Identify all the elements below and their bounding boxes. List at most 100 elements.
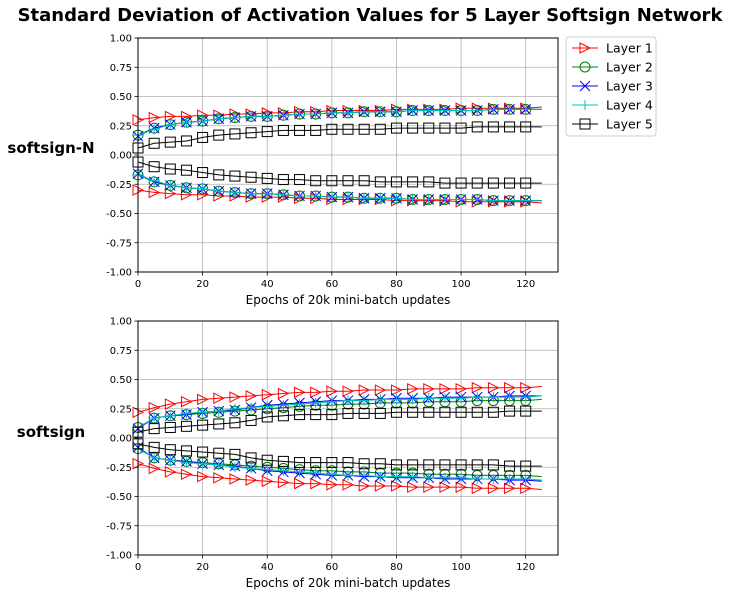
data-point <box>358 407 370 419</box>
data-point <box>213 406 224 417</box>
data-point <box>374 123 386 135</box>
data-point <box>277 387 290 400</box>
data-point <box>277 124 289 136</box>
data-point <box>164 444 176 456</box>
legend-marker <box>580 100 590 110</box>
data-point <box>326 457 338 469</box>
data-point <box>148 186 161 199</box>
data-point <box>504 405 516 417</box>
x-tick-label: 0 <box>135 279 141 290</box>
data-point <box>164 398 177 410</box>
data-point <box>164 163 176 175</box>
data-point <box>197 446 209 458</box>
data-point <box>277 455 289 467</box>
series-layer-4 <box>133 392 542 484</box>
series-line-upper <box>137 126 542 149</box>
data-point <box>310 477 322 490</box>
data-point <box>504 392 515 403</box>
data-point <box>310 409 322 421</box>
data-point <box>181 457 192 468</box>
series-line-lower <box>137 448 542 478</box>
data-point <box>326 192 337 203</box>
data-point <box>148 137 160 149</box>
data-point <box>390 176 402 188</box>
data-point <box>262 188 273 199</box>
data-point <box>488 104 499 115</box>
data-point <box>504 121 516 133</box>
data-point <box>278 110 289 121</box>
data-point <box>472 194 483 205</box>
x-tick-label: 20 <box>196 279 209 290</box>
data-point <box>423 472 434 483</box>
data-point <box>294 386 306 399</box>
data-point <box>326 123 338 135</box>
legend-item-layer-4: Layer 4 <box>572 98 653 113</box>
data-point <box>310 175 322 187</box>
data-point <box>165 180 176 191</box>
data-point <box>520 121 532 133</box>
data-point <box>504 177 516 189</box>
data-point <box>294 174 306 186</box>
data-point <box>375 193 386 204</box>
data-point <box>423 105 434 116</box>
data-point <box>261 172 273 184</box>
data-point <box>294 190 305 201</box>
data-point <box>245 474 258 486</box>
data-point <box>245 171 257 183</box>
data-point <box>180 445 192 457</box>
y-tick-label: -1.00 <box>106 551 132 562</box>
data-point <box>343 470 353 481</box>
data-point <box>262 401 273 412</box>
data-point <box>310 457 322 469</box>
data-point <box>181 182 192 193</box>
data-point <box>294 409 306 421</box>
x-tick-label: 40 <box>261 279 274 290</box>
data-point <box>277 174 289 186</box>
data-point <box>487 121 499 133</box>
data-point <box>148 401 161 414</box>
y-tick-label: 0.00 <box>110 434 132 445</box>
data-point <box>213 471 225 484</box>
data-point <box>197 131 209 143</box>
legend-marker <box>579 42 592 54</box>
row-label-bottom: softsign <box>17 423 85 441</box>
data-point <box>358 384 371 396</box>
y-tick-label: -1.00 <box>106 268 132 279</box>
data-point <box>390 459 402 471</box>
series-layer-5 <box>132 405 542 472</box>
data-point <box>374 407 386 419</box>
y-tick-label: 0.00 <box>110 151 132 162</box>
data-point <box>277 410 289 422</box>
data-point <box>294 477 306 490</box>
data-point <box>472 392 483 403</box>
data-point <box>358 175 370 187</box>
data-point <box>471 177 483 189</box>
data-point <box>180 468 193 481</box>
data-point <box>180 135 192 147</box>
data-point <box>407 194 418 205</box>
data-point <box>423 194 434 205</box>
data-point <box>423 393 434 404</box>
data-point <box>423 406 435 418</box>
data-point <box>471 482 484 495</box>
data-point <box>229 391 242 403</box>
data-point <box>504 195 515 206</box>
data-point <box>213 392 225 405</box>
data-point <box>472 473 483 484</box>
data-point <box>390 480 403 492</box>
data-point <box>294 109 305 120</box>
legend-label: Layer 3 <box>606 79 653 94</box>
data-point <box>229 417 241 429</box>
data-point <box>342 407 354 419</box>
y-tick-label: -0.25 <box>106 180 132 191</box>
data-point <box>407 383 419 395</box>
x-tick-label: 100 <box>452 562 471 573</box>
legend-item-layer-1: Layer 1 <box>572 41 653 56</box>
data-point <box>197 458 208 469</box>
data-point <box>246 188 257 199</box>
data-point <box>423 383 435 395</box>
data-point <box>213 186 224 197</box>
data-point <box>164 187 177 200</box>
data-point <box>245 452 257 464</box>
